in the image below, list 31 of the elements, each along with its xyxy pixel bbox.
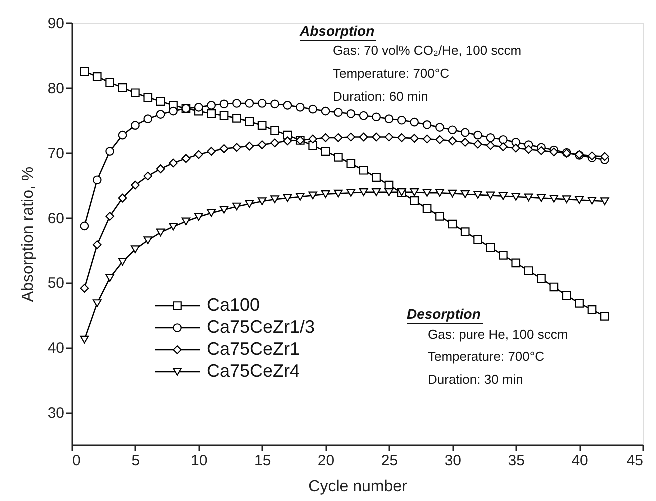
- y-axis-title: Absorption ratio, %: [20, 166, 37, 302]
- x-tick-label: 5: [132, 452, 140, 470]
- y-tick-label: 70: [48, 145, 64, 162]
- y-tick-label: 90: [48, 16, 64, 32]
- legend-label: Ca75CeZr1: [207, 339, 300, 359]
- x-tick-label: 30: [444, 452, 462, 470]
- annotation: Gas: 70 vol% CO₂/He, 100 sccm: [333, 43, 522, 58]
- annotation: Desorption: [407, 306, 481, 322]
- annotation: Duration: 30 min: [428, 372, 524, 387]
- annotation: Gas: pure He, 100 sccm: [428, 327, 568, 342]
- legend-label: Ca75CeZr1/3: [207, 317, 316, 337]
- legend-label: Ca75CeZr4: [207, 361, 300, 381]
- x-tick-label: 40: [572, 452, 588, 470]
- y-tick-label: 60: [48, 210, 64, 228]
- annotation: Temperature: 700°C: [333, 66, 450, 81]
- x-tick-label: 25: [381, 452, 398, 470]
- y-tick-label: 50: [48, 275, 64, 292]
- x-tick-label: 15: [254, 452, 272, 470]
- annotation: Absorption: [299, 23, 375, 39]
- y-tick-label: 40: [48, 340, 64, 358]
- annotation: Duration: 60 min: [333, 89, 428, 104]
- legend-label: Ca100: [207, 295, 260, 315]
- x-tick-label: 45: [626, 452, 644, 470]
- y-tick-label: 80: [48, 80, 64, 98]
- x-tick-label: 20: [318, 452, 335, 470]
- annotation: Temperature: 700°C: [428, 349, 544, 364]
- x-tick-label: 10: [191, 452, 208, 470]
- y-tick-label: 30: [48, 405, 64, 422]
- x-axis-title: Cycle number: [308, 478, 408, 496]
- x-tick-label: 35: [508, 452, 525, 470]
- x-tick-label: 0: [72, 452, 81, 470]
